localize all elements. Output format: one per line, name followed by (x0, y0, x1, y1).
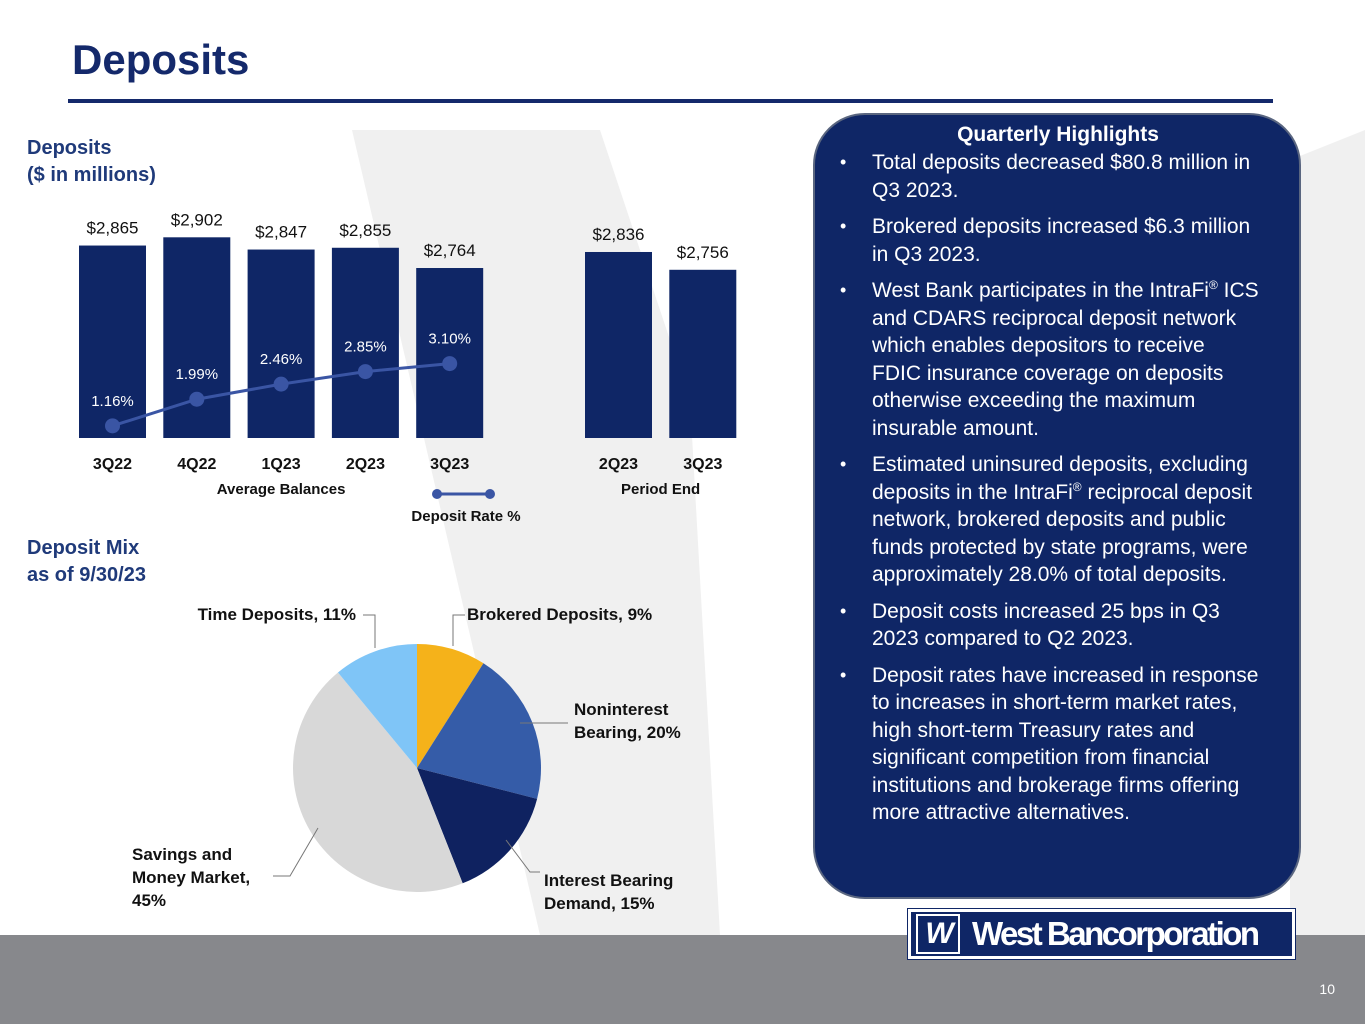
pie-label-brokered-deposits: Brokered Deposits, 9% (467, 605, 652, 624)
deposit-rate-label: 2.85% (344, 339, 387, 356)
leader-line-interest-bearing-demand (505, 839, 540, 873)
deposit-rate-label: 2.46% (260, 351, 303, 368)
deposit-rate-point (442, 356, 458, 372)
bar-value-label: $2,756 (677, 243, 729, 262)
x-tick-label: 3Q23 (683, 456, 722, 473)
leader-line-time-deposits (363, 614, 376, 648)
x-tick-label: 3Q23 (430, 456, 469, 473)
logo-text: West Bancorporation (972, 915, 1260, 952)
leader-line-savings-and-money-market (273, 827, 319, 877)
bar-period-end-2q23 (585, 251, 652, 438)
pie-label-time-deposits: Time Deposits, 11% (198, 605, 356, 624)
highlight-item: Total deposits decreased $80.8 million i… (837, 149, 1259, 204)
highlight-item: Brokered deposits increased $6.3 million… (837, 213, 1259, 268)
bar-value-label: $2,847 (255, 223, 307, 242)
bar-average-balances-3q22 (79, 245, 146, 438)
highlight-item: Deposit costs increased 25 bps in Q3 202… (837, 598, 1259, 653)
bar-average-balances-1q23 (247, 249, 315, 438)
page-title: Deposits (72, 36, 250, 83)
deposits-bar-chart: $2,865 3Q22 $2,902 4Q22 $2,847 1Q23 $2,855 2Q23… (79, 210, 737, 525)
bar-value-label: $2,865 (87, 219, 139, 238)
quarterly-highlights-panel: Quarterly Highlights Total deposits decr… (813, 113, 1301, 899)
bar-value-label: $2,836 (593, 225, 645, 244)
deposit-rate-label: 3.10% (428, 331, 471, 348)
x-tick-label: 2Q23 (599, 456, 638, 473)
pie-slice-noninterest-bearing (417, 663, 541, 799)
highlights-title: Quarterly Highlights (957, 123, 1159, 146)
pie-label-savings-and-money-market: Savings and Money Market, 45% (132, 845, 250, 910)
page-number: 10 (1319, 981, 1335, 997)
deposit-mix-title: Deposit Mix as of 9/30/23 (27, 537, 146, 586)
group-label-period-end: Period End (621, 481, 700, 498)
legend-deposit-rate: Deposit Rate % (411, 508, 520, 525)
deposit-mix-pie-chart: Brokered Deposits, 9% Noninterest Bearing,… (132, 605, 681, 913)
highlight-item: West Bank participates in the IntraFi® I… (837, 277, 1259, 442)
leader-line-brokered-deposits (452, 614, 465, 646)
pie-slice-interest-bearing-demand (417, 768, 538, 884)
pie-label-interest-bearing-demand: Interest Bearing Demand, 15% (544, 871, 673, 913)
logo-mark: W (916, 914, 960, 954)
group-label-average-balances: Average Balances (217, 481, 346, 498)
title-divider (68, 99, 1273, 103)
highlights-list: Total deposits decreased $80.8 million i… (837, 149, 1259, 827)
legend-rate-marker (485, 489, 495, 499)
west-bancorporation-logo: W West Bancorporation (907, 908, 1296, 960)
pie-slice-time-deposits (337, 644, 417, 768)
bar-period-end-3q23 (669, 269, 737, 438)
bar-average-balances-3q23 (416, 268, 484, 438)
pie-label-noninterest-bearing: Noninterest Bearing, 20% (574, 700, 681, 742)
pie-slice-brokered-deposits (417, 644, 484, 768)
bar-value-label: $2,855 (339, 221, 391, 240)
bar-value-label: $2,764 (424, 241, 476, 260)
highlight-item: Deposit rates have increased in response… (837, 662, 1259, 827)
deposit-rate-point (189, 391, 205, 407)
deposit-rate-label: 1.16% (91, 393, 134, 410)
pie-slice-savings-and-money-market (293, 672, 463, 892)
bar-value-label: $2,902 (171, 210, 223, 229)
deposit-rate-point (273, 376, 289, 392)
deposit-rate-point (105, 418, 120, 434)
x-tick-label: 2Q23 (346, 456, 385, 473)
x-tick-label: 3Q22 (93, 456, 132, 473)
legend-rate-marker (432, 489, 442, 499)
deposits-chart-title: Deposits ($ in millions) (27, 137, 156, 186)
highlight-item: Estimated uninsured deposits, excluding … (837, 451, 1259, 589)
x-tick-label: 1Q23 (262, 456, 301, 473)
bar-average-balances-2q23 (331, 247, 399, 438)
deposit-rate-point (357, 364, 373, 380)
deposit-rate-label: 1.99% (176, 366, 219, 383)
x-tick-label: 4Q22 (177, 456, 216, 473)
